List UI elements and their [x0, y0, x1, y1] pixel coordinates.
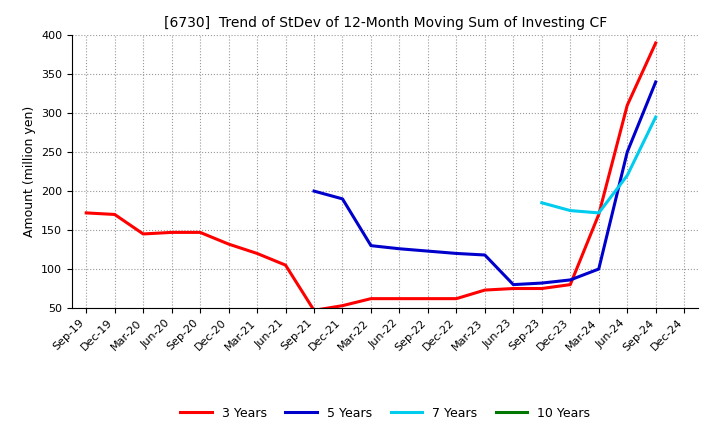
- Y-axis label: Amount (million yen): Amount (million yen): [22, 106, 35, 237]
- 7 Years: [652, 114, 660, 120]
- 5 Years: [452, 251, 461, 256]
- 3 Years: [566, 282, 575, 287]
- 3 Years: [310, 308, 318, 313]
- 5 Years: [338, 196, 347, 202]
- 3 Years: [82, 210, 91, 216]
- 3 Years: [395, 296, 404, 301]
- 3 Years: [196, 230, 204, 235]
- 3 Years: [652, 40, 660, 46]
- 5 Years: [595, 266, 603, 271]
- 5 Years: [310, 188, 318, 194]
- 5 Years: [395, 246, 404, 251]
- Line: 5 Years: 5 Years: [314, 82, 656, 285]
- Line: 7 Years: 7 Years: [541, 117, 656, 213]
- 3 Years: [225, 242, 233, 247]
- 3 Years: [253, 251, 261, 256]
- 5 Years: [480, 253, 489, 258]
- Title: [6730]  Trend of StDev of 12-Month Moving Sum of Investing CF: [6730] Trend of StDev of 12-Month Moving…: [163, 16, 607, 30]
- 3 Years: [139, 231, 148, 237]
- 7 Years: [566, 208, 575, 213]
- 3 Years: [110, 212, 119, 217]
- 3 Years: [595, 212, 603, 217]
- 5 Years: [537, 280, 546, 286]
- Legend: 3 Years, 5 Years, 7 Years, 10 Years: 3 Years, 5 Years, 7 Years, 10 Years: [176, 402, 595, 425]
- Line: 3 Years: 3 Years: [86, 43, 656, 310]
- 3 Years: [423, 296, 432, 301]
- 5 Years: [652, 79, 660, 84]
- 5 Years: [423, 249, 432, 254]
- 7 Years: [595, 210, 603, 216]
- 7 Years: [623, 173, 631, 178]
- 3 Years: [338, 303, 347, 308]
- 5 Years: [366, 243, 375, 248]
- 3 Years: [480, 287, 489, 293]
- 3 Years: [282, 263, 290, 268]
- 3 Years: [509, 286, 518, 291]
- 3 Years: [167, 230, 176, 235]
- 5 Years: [509, 282, 518, 287]
- 7 Years: [537, 200, 546, 205]
- 3 Years: [366, 296, 375, 301]
- 3 Years: [452, 296, 461, 301]
- 5 Years: [623, 150, 631, 155]
- 3 Years: [537, 286, 546, 291]
- 3 Years: [623, 103, 631, 108]
- 5 Years: [566, 277, 575, 282]
